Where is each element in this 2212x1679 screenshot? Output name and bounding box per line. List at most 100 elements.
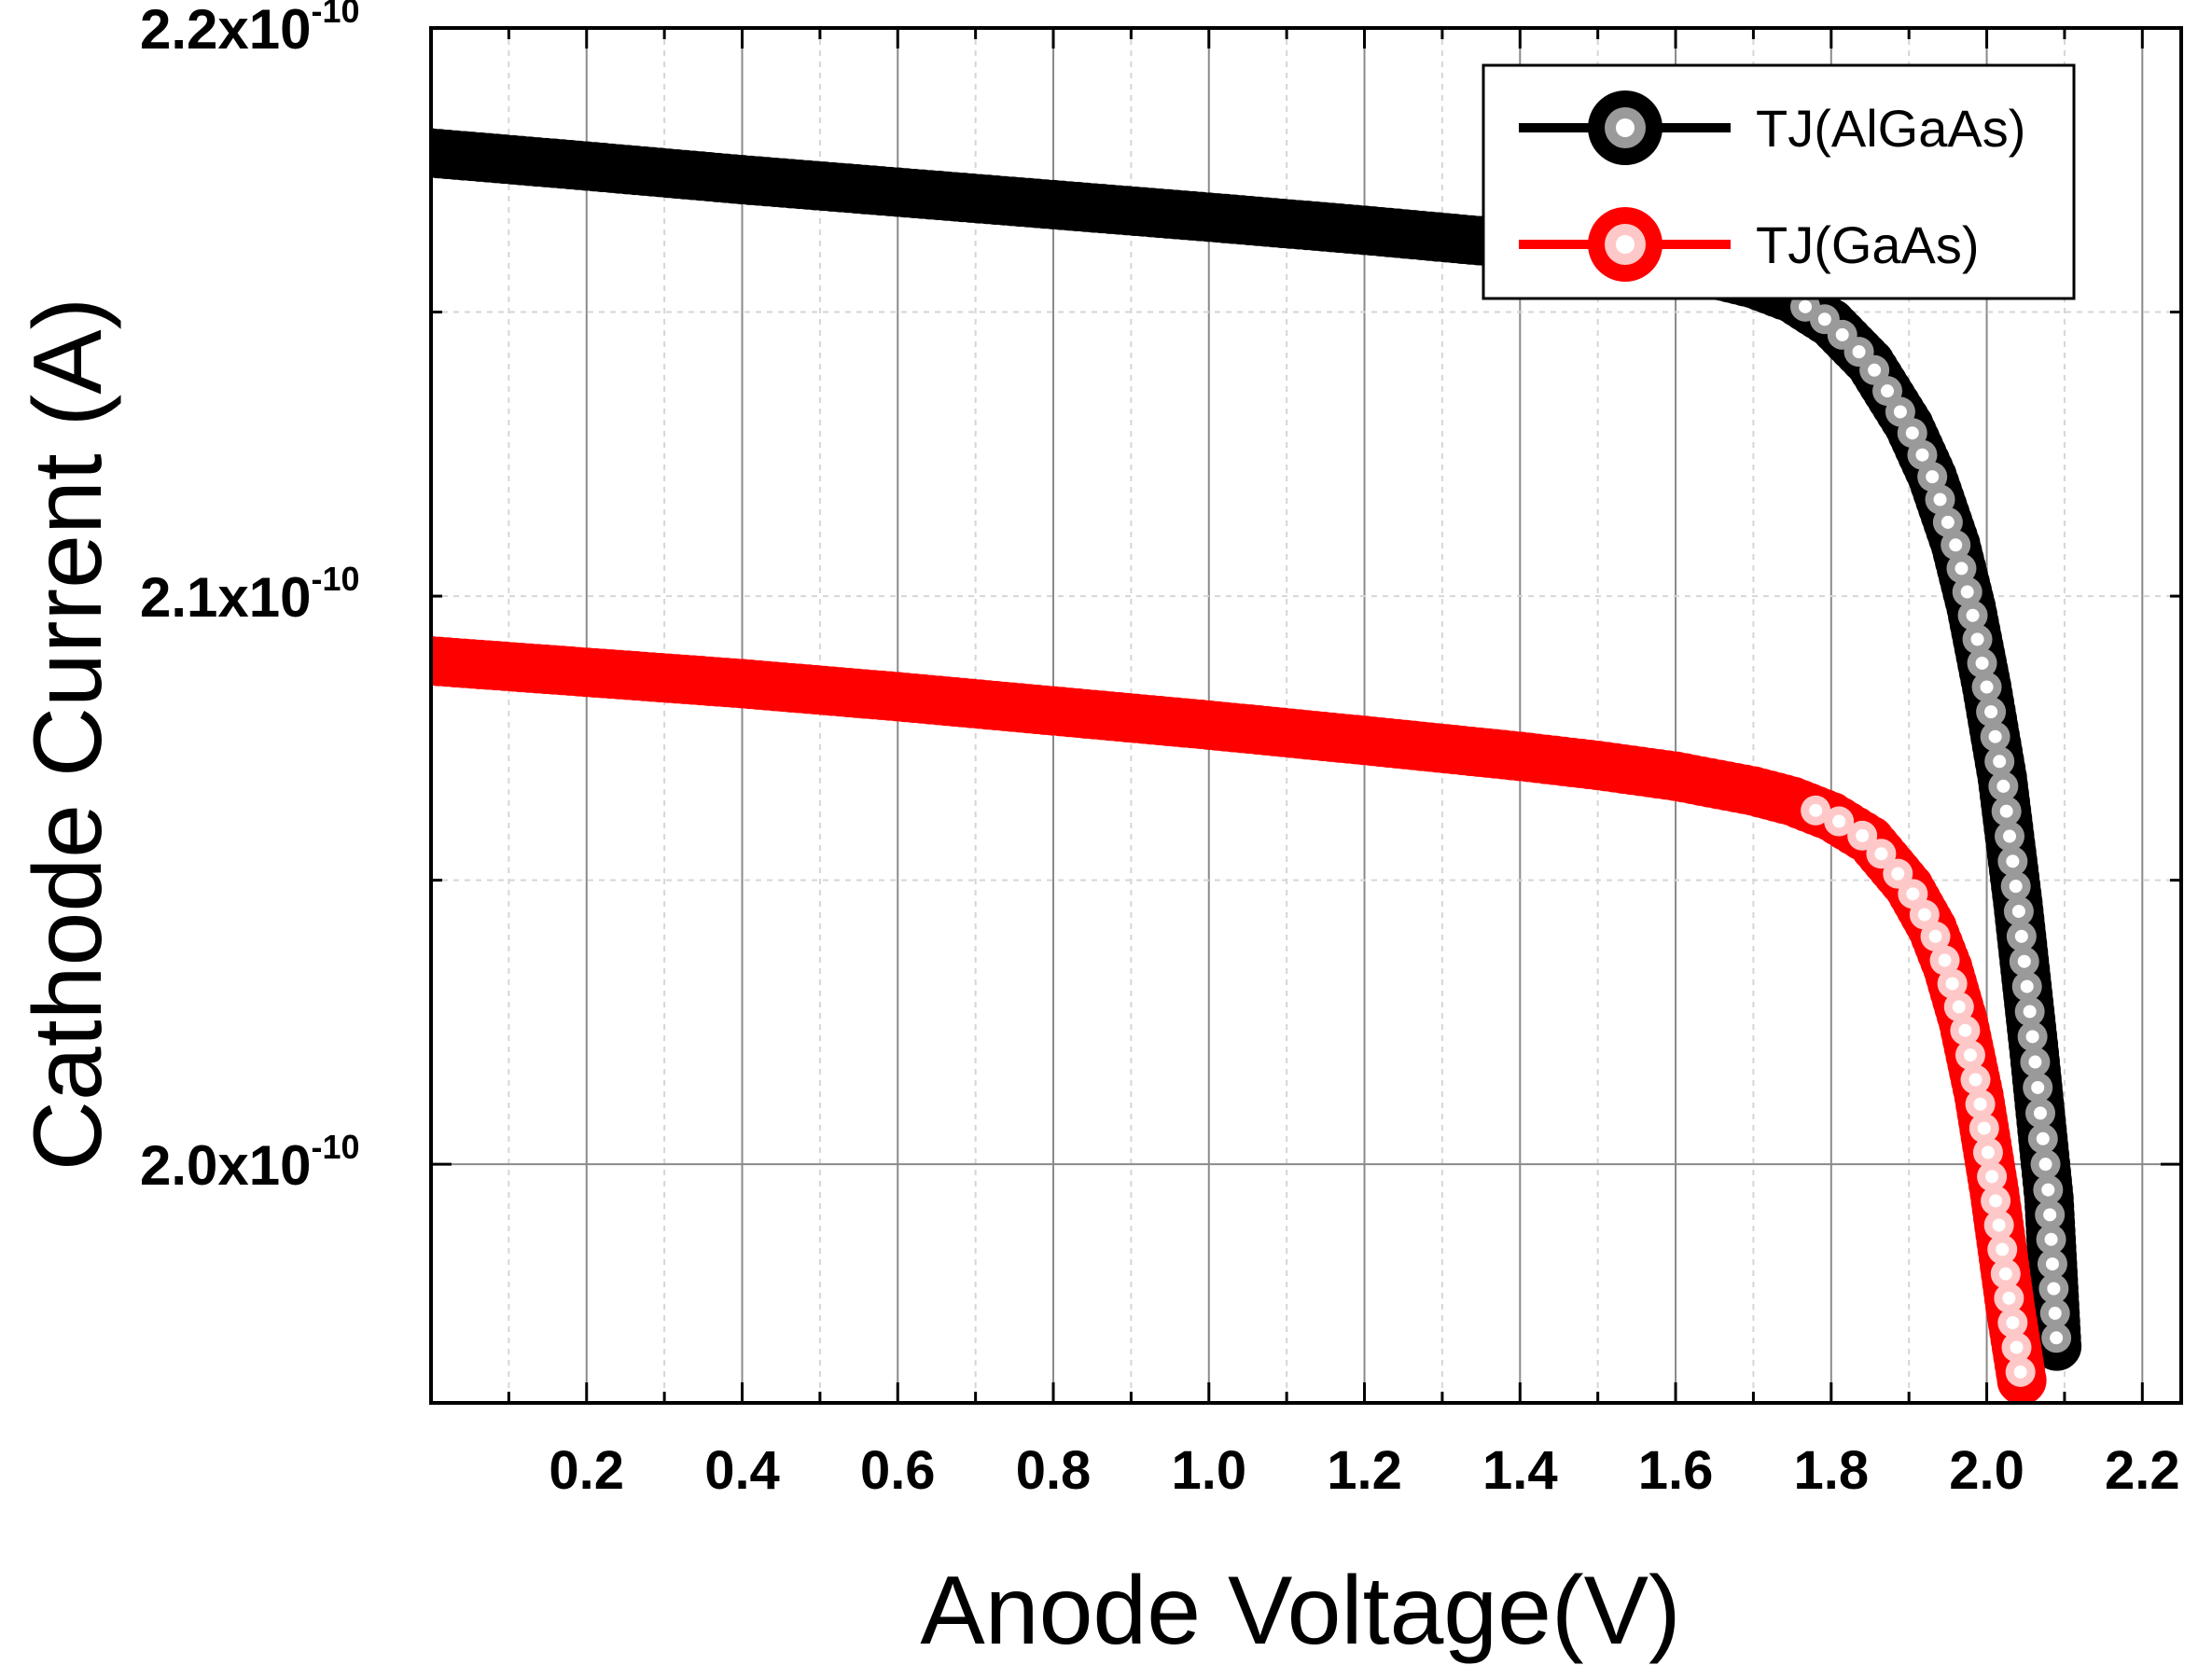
x-tick-label: 0.8 xyxy=(1016,1440,1092,1501)
data-marker-core xyxy=(2041,1183,2055,1197)
data-marker-core xyxy=(2002,1291,2016,1305)
data-marker-core xyxy=(1868,363,1882,377)
data-marker-core xyxy=(1856,828,1870,842)
data-marker-core xyxy=(2048,1306,2062,1320)
data-marker-core xyxy=(1988,729,2002,743)
data-marker-core xyxy=(1998,1267,2012,1281)
data-marker-core xyxy=(1984,705,1998,719)
data-marker-core xyxy=(1955,562,1969,576)
data-marker-core xyxy=(1835,327,1849,341)
x-tick-label: 0.6 xyxy=(860,1440,936,1501)
x-axis-title: Anode Voltage(V) xyxy=(920,1557,1680,1665)
y-tick-label: 2.1x10-10 xyxy=(140,560,360,629)
y-tick-label: 2.2x10-10 xyxy=(140,0,360,61)
data-marker-core xyxy=(2006,1316,2020,1330)
data-marker-core xyxy=(1980,680,1994,694)
data-marker-core xyxy=(1992,1218,2006,1232)
y-tick-exponent: -10 xyxy=(312,1128,360,1166)
data-marker-core xyxy=(1985,1170,1999,1184)
data-marker-core xyxy=(2023,1005,2037,1019)
data-marker-core xyxy=(2017,954,2031,968)
series-TJ(GaAs) xyxy=(431,636,2047,1403)
data-marker-core xyxy=(2006,854,2020,868)
y-tick-mantissa: 2.0x10 xyxy=(140,1134,312,1197)
plot-frame xyxy=(429,26,2183,1405)
data-marker-core xyxy=(2003,829,2017,843)
data-marker-core xyxy=(1975,656,1989,670)
data-marker-core xyxy=(1973,1097,1987,1111)
data-marker-core xyxy=(1926,470,1940,484)
data-marker-core xyxy=(1958,1023,1972,1037)
data-marker-core xyxy=(2036,1131,2050,1145)
x-tick-label: 0.4 xyxy=(704,1440,780,1501)
data-marker-core xyxy=(1891,867,1905,881)
legend-label: TJ(AlGaAs) xyxy=(1756,99,2025,158)
data-marker-core xyxy=(1817,312,1831,326)
data-marker-core xyxy=(2009,880,2023,894)
data-marker-core xyxy=(2044,1232,2058,1246)
data-marker-core xyxy=(1933,493,1947,506)
data-marker-core xyxy=(1881,384,1895,398)
legend-box xyxy=(1482,63,2076,300)
data-marker-core xyxy=(2020,979,2034,993)
data-marker-core xyxy=(1799,299,1813,313)
y-tick-label: 2.0x10-10 xyxy=(140,1128,360,1197)
series-layer xyxy=(431,128,2082,1403)
data-marker-core xyxy=(1893,405,1907,419)
data-marker-core xyxy=(2033,1106,2047,1120)
x-tick-label: 0.2 xyxy=(549,1440,624,1501)
y-tick-exponent: -10 xyxy=(312,560,360,598)
y-tick-mantissa: 2.2x10 xyxy=(140,0,312,61)
data-marker-core xyxy=(1945,977,1959,991)
data-marker-core xyxy=(1915,448,1929,462)
legend-marker-core xyxy=(1616,118,1635,137)
data-marker-core xyxy=(1874,847,1888,861)
data-marker-core xyxy=(1905,426,1919,440)
data-marker-core xyxy=(1969,1073,1982,1087)
data-marker-core xyxy=(1852,345,1866,359)
data-marker-core xyxy=(2038,1158,2052,1172)
x-tick-label: 1.4 xyxy=(1482,1440,1558,1501)
data-marker-core xyxy=(1996,1242,2010,1256)
data-marker-core xyxy=(2011,904,2025,918)
data-marker-core xyxy=(1999,804,2013,818)
data-marker-core xyxy=(1917,908,1931,922)
data-marker-core xyxy=(1809,803,1823,817)
grid xyxy=(431,27,2181,1403)
data-marker-core xyxy=(1906,887,1920,901)
x-tick-label: 1.2 xyxy=(1327,1440,1402,1501)
legend-marker-core xyxy=(1616,235,1635,254)
x-tick-label: 1.0 xyxy=(1171,1440,1246,1501)
legend-label: TJ(GaAs) xyxy=(1756,215,1980,274)
x-tick-label: 1.8 xyxy=(1793,1440,1869,1501)
y-tick-mantissa: 2.1x10 xyxy=(140,566,312,629)
x-tick-label: 1.6 xyxy=(1638,1440,1714,1501)
data-marker-core xyxy=(2010,1340,2024,1354)
data-marker-core xyxy=(1938,953,1952,967)
y-tick-exponent: -10 xyxy=(312,0,360,30)
tick-labels: 0.2 0.4 0.6 0.8 1.0 1.2 1.4 1.6 1.8 2.0 2.22.0x10-… xyxy=(140,0,2180,1501)
data-marker-core xyxy=(1928,929,1942,943)
data-marker-core xyxy=(2031,1080,2045,1094)
data-marker-core xyxy=(1952,1000,1966,1014)
data-marker-core xyxy=(2028,1055,2042,1069)
data-marker-core xyxy=(2043,1208,2057,1222)
data-marker-core xyxy=(1966,608,1980,622)
data-marker-core xyxy=(1832,814,1846,828)
data-marker-core xyxy=(2050,1331,2064,1345)
data-marker-core xyxy=(1963,1048,1977,1062)
x-tick-label: 2.2 xyxy=(2105,1440,2180,1501)
data-marker-core xyxy=(2045,1257,2059,1271)
data-marker-core xyxy=(1941,515,1955,529)
data-marker-core xyxy=(1949,538,1963,552)
data-marker-core xyxy=(1996,779,2010,793)
x-tick-label: 2.0 xyxy=(1949,1440,2024,1501)
ticks xyxy=(431,26,2181,1403)
data-marker-core xyxy=(1993,755,2007,769)
data-marker-core xyxy=(1989,1194,2003,1208)
legend: TJ(AlGaAs) TJ(GaAs) xyxy=(1482,63,2076,300)
data-marker-core xyxy=(2013,1365,2027,1379)
data-marker-core xyxy=(2025,1030,2039,1044)
data-marker-core xyxy=(1970,632,1984,646)
